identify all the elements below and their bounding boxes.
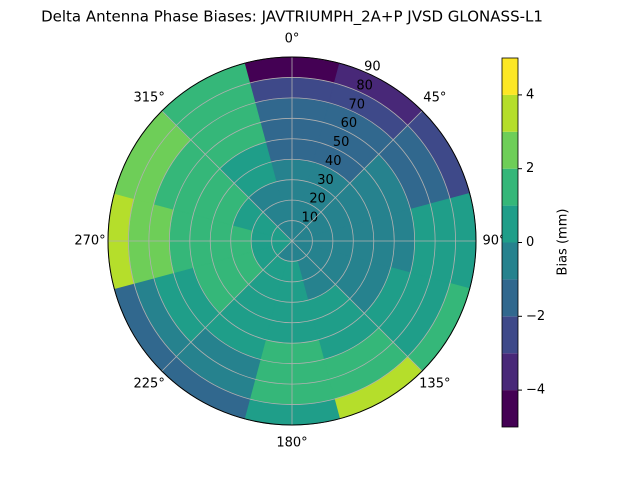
theta-tick-label: 0° [285,32,300,47]
grid-spoke [161,110,293,242]
r-tick-label: 80 [356,78,373,93]
r-tick-label: 50 [333,135,350,150]
colorbar-tick-label: 2 [526,161,534,176]
colorbar-band [502,242,518,280]
colorbar-band [502,390,518,427]
theta-tick-label: 45° [423,91,446,106]
theta-tick-label: 315° [134,91,165,106]
colorbar-band [502,168,518,206]
r-tick-label: 30 [317,173,334,188]
theta-tick-label: 135° [419,376,450,391]
r-tick-label: 20 [309,192,326,207]
colorbar-label: Bias (mm) [556,209,571,276]
colorbar-band [502,279,518,317]
theta-tick-label: 270° [74,234,105,249]
grid-spoke [291,240,423,372]
r-tick-label: 60 [341,116,358,131]
theta-tick-label: 90° [482,234,505,249]
colorbar-band [502,131,518,169]
chart-title: Delta Antenna Phase Biases: JAVTRIUMPH_2… [41,8,543,27]
theta-tick-label: 180° [276,436,307,451]
grid-spoke [161,240,293,372]
r-tick-label: 70 [348,97,365,112]
r-tick-label: 10 [302,211,319,226]
colorbar-tick-label: 4 [526,87,534,102]
colorbar-tick-label: 0 [526,235,534,250]
theta-tick-label: 225° [134,376,165,391]
colorbar-tick-label: −4 [526,383,545,398]
colorbar-band [502,205,518,243]
colorbar-band [502,353,518,391]
polar-frame [107,56,477,426]
colorbar-tick-label: −2 [526,309,545,324]
grid-spoke [291,110,423,242]
colorbar-band [502,316,518,354]
colorbar-band [502,94,518,132]
r-tick-label: 90 [364,60,381,75]
colorbar-band [502,58,518,95]
r-tick-label: 40 [325,154,342,169]
